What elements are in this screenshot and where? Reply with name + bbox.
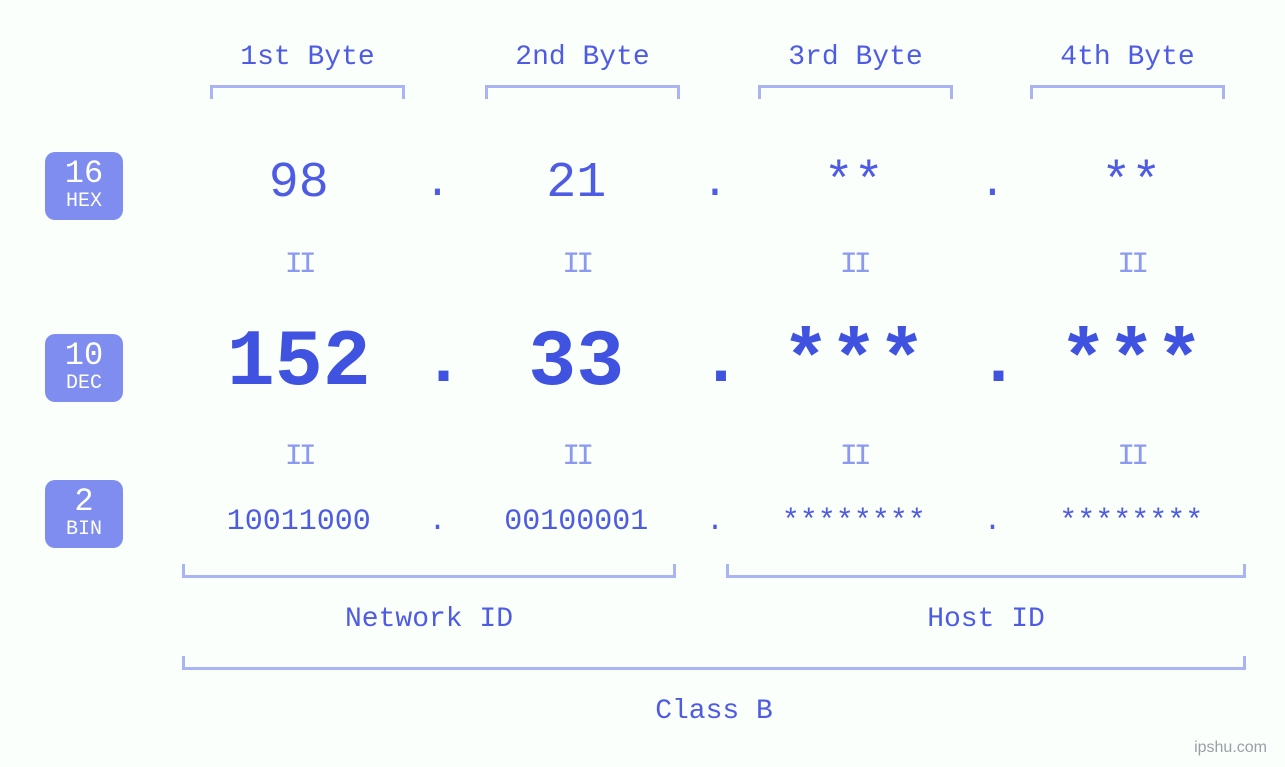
hex-sep-3: . xyxy=(978,159,1008,209)
byte-header-4: 4th Byte xyxy=(1030,42,1225,73)
dec-sep-3: . xyxy=(978,324,1008,403)
eq2-1: II xyxy=(175,440,423,474)
hex-byte-4: ** xyxy=(1008,155,1256,212)
dec-byte-3: *** xyxy=(730,318,978,409)
eq-row-1: II II II II xyxy=(175,248,1255,282)
bin-sep-3: . xyxy=(978,505,1008,539)
eq1-3: II xyxy=(730,248,978,282)
hex-byte-2: 21 xyxy=(453,155,701,212)
byte-bracket-2 xyxy=(485,85,680,99)
bin-sep-2: . xyxy=(700,505,730,539)
bin-sep-1: . xyxy=(423,505,453,539)
bin-row: 10011000 . 00100001 . ******** . *******… xyxy=(175,505,1255,539)
dec-byte-1: 152 xyxy=(175,318,423,409)
bin-badge: 2 BIN xyxy=(45,480,123,548)
dec-sep-2: . xyxy=(700,324,730,403)
eq2-2: II xyxy=(453,440,701,474)
eq2-3: II xyxy=(730,440,978,474)
eq1-1: II xyxy=(175,248,423,282)
eq1-4: II xyxy=(1008,248,1256,282)
hex-row: 98 . 21 . ** . ** xyxy=(175,155,1255,212)
hex-sep-2: . xyxy=(700,159,730,209)
diagram-container: 1st Byte 2nd Byte 3rd Byte 4th Byte 16 H… xyxy=(0,0,1285,767)
byte-bracket-1 xyxy=(210,85,405,99)
bin-byte-1: 10011000 xyxy=(175,505,423,539)
host-bracket xyxy=(726,564,1246,578)
byte-bracket-3 xyxy=(758,85,953,99)
network-bracket xyxy=(182,564,676,578)
hex-byte-1: 98 xyxy=(175,155,423,212)
hex-badge: 16 HEX xyxy=(45,152,123,220)
dec-badge-number: 10 xyxy=(45,340,123,372)
bin-byte-3: ******** xyxy=(730,505,978,539)
dec-row: 152 . 33 . *** . *** xyxy=(175,318,1255,409)
byte-header-1: 1st Byte xyxy=(210,42,405,73)
hex-sep-1: . xyxy=(423,159,453,209)
eq1-2: II xyxy=(453,248,701,282)
bin-badge-number: 2 xyxy=(45,486,123,518)
dec-badge-label: DEC xyxy=(45,374,123,394)
host-label: Host ID xyxy=(726,604,1246,635)
hex-byte-3: ** xyxy=(730,155,978,212)
eq2-4: II xyxy=(1008,440,1256,474)
class-bracket xyxy=(182,656,1246,670)
byte-header-3: 3rd Byte xyxy=(758,42,953,73)
bin-badge-label: BIN xyxy=(45,520,123,540)
byte-header-2: 2nd Byte xyxy=(485,42,680,73)
hex-badge-number: 16 xyxy=(45,158,123,190)
attribution: ipshu.com xyxy=(1194,739,1267,757)
class-label: Class B xyxy=(182,696,1246,727)
bin-byte-2: 00100001 xyxy=(453,505,701,539)
dec-byte-4: *** xyxy=(1008,318,1256,409)
network-label: Network ID xyxy=(182,604,676,635)
bin-byte-4: ******** xyxy=(1008,505,1256,539)
dec-sep-1: . xyxy=(423,324,453,403)
eq-row-2: II II II II xyxy=(175,440,1255,474)
dec-byte-2: 33 xyxy=(453,318,701,409)
hex-badge-label: HEX xyxy=(45,192,123,212)
byte-bracket-4 xyxy=(1030,85,1225,99)
dec-badge: 10 DEC xyxy=(45,334,123,402)
